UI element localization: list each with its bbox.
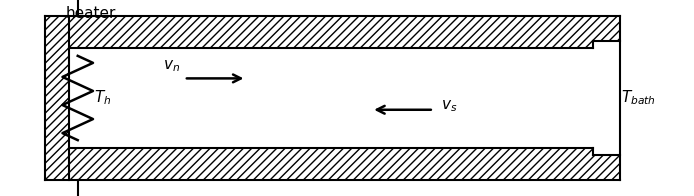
Bar: [69, 148, 593, 180]
Bar: [593, 41, 620, 155]
Bar: [45, 16, 69, 180]
Text: $v_n$: $v_n$: [163, 58, 180, 74]
Text: $T_{bath}$: $T_{bath}$: [621, 89, 656, 107]
Text: $T_h$: $T_h$: [94, 89, 111, 107]
Bar: [593, 155, 620, 180]
Bar: [593, 16, 620, 41]
Bar: [69, 16, 593, 48]
Text: heater: heater: [66, 6, 117, 21]
Text: $v_s$: $v_s$: [441, 98, 457, 114]
